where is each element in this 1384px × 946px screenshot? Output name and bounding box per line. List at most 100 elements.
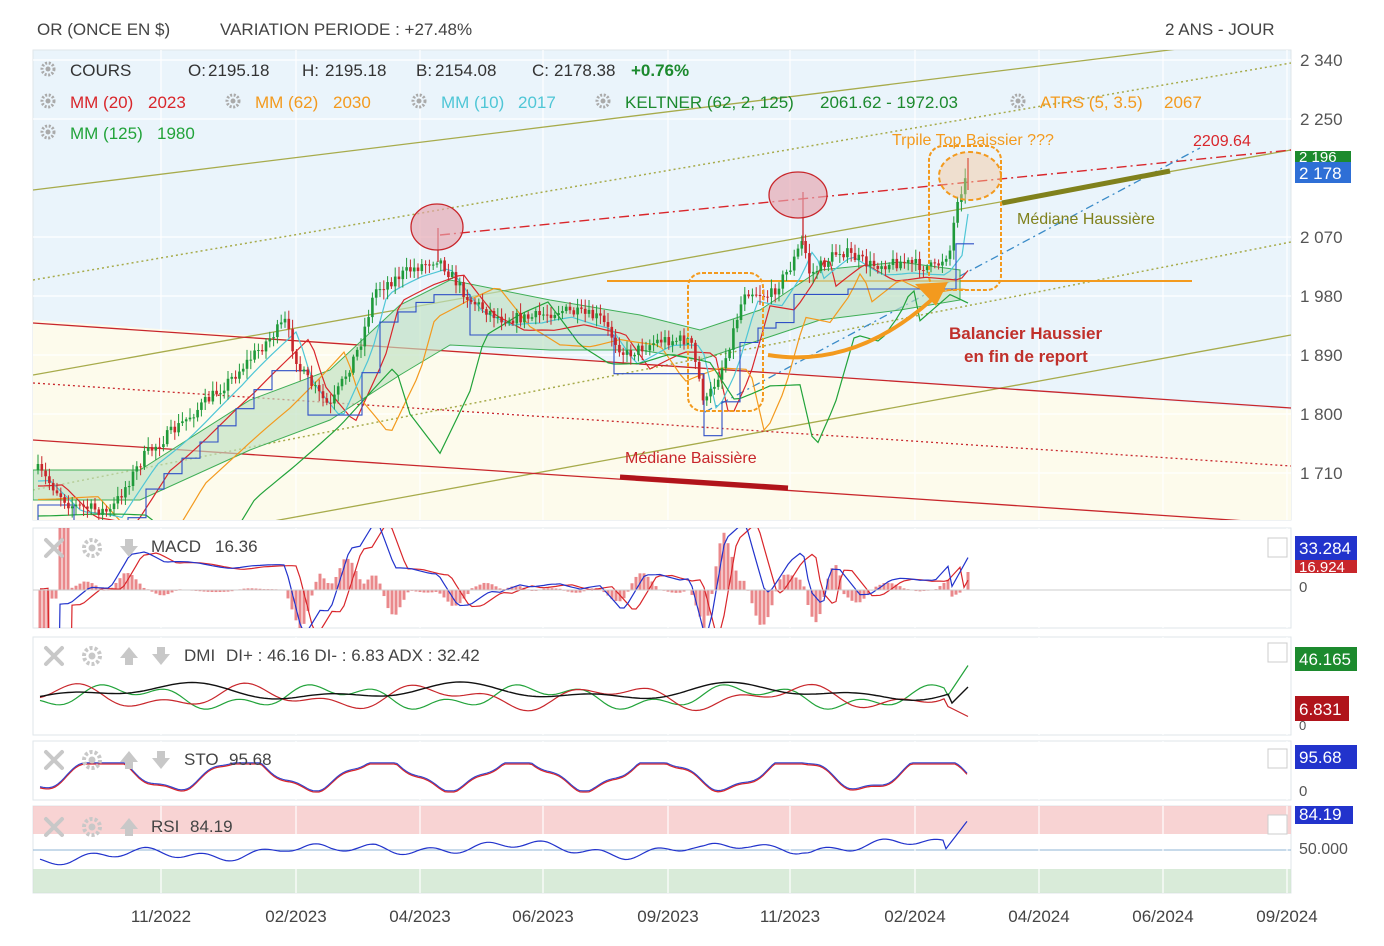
candle-body [162,444,165,448]
move-up-icon[interactable] [120,647,138,665]
move-up-icon[interactable] [120,751,138,769]
price-tick-label: 2 250 [1300,110,1343,129]
move-down-icon[interactable] [152,751,170,769]
gear-icon[interactable] [40,61,56,77]
gear-icon[interactable] [595,93,611,109]
candle-body [230,376,234,379]
candle-body [44,470,47,477]
candle-body [682,335,686,345]
gear-icon[interactable] [82,817,102,837]
macd-histogram-bar [690,590,694,595]
macd-histogram-bar [402,590,406,600]
sto-checkbox[interactable] [1267,748,1288,769]
candle-body [606,322,610,327]
macd-histogram-bar [478,584,482,591]
macd-badges: 33.284 16.924 0 [1295,536,1357,596]
close-icon[interactable] [44,538,64,558]
macd-histogram-bar [390,590,394,615]
macd-histogram-bar [162,590,166,596]
date-tick-label: 04/2024 [1008,907,1069,926]
time-axis: 11/2022 02/2023 04/2023 06/2023 09/2023 11/20… [131,907,1318,926]
macd-histogram-bar [82,581,86,591]
macd-checkbox[interactable] [1267,537,1288,558]
move-up-icon[interactable] [120,818,138,836]
macd-histogram-bar [446,590,450,602]
candle-body [397,276,401,280]
candle-body [599,313,602,316]
price-badge-current: 2 178 [1295,162,1351,183]
macd-histogram-bar [918,590,922,592]
candle-body [701,378,705,401]
macd-histogram-bar [42,590,46,628]
macd-histogram-bar [514,586,518,591]
price-tick-label: 1 710 [1300,464,1343,483]
rsi-checkbox[interactable] [1267,814,1288,835]
sto-panel [32,740,1292,801]
macd-histogram-bar [490,584,494,591]
close-icon[interactable] [44,817,64,837]
period-selector[interactable]: 2 ANS - JOUR [1165,20,1275,39]
move-down-icon[interactable] [120,539,138,557]
gear-icon[interactable] [82,646,102,666]
sto-k-line [39,762,968,792]
atrs-label: ATRS (5, 3.5) [1040,93,1143,112]
candle-body [249,359,253,361]
di-plus-line [39,665,969,710]
macd-histogram-bar [214,590,218,593]
rsi-overbought-zone [33,806,1291,834]
gear-icon[interactable] [411,93,427,109]
gear-icon[interactable] [40,93,56,109]
candle-body [268,338,272,342]
candle-body [192,417,196,419]
macd-histogram-bar [326,583,330,591]
rsi-value: 84.19 [190,817,233,836]
macd-histogram-bar [62,528,66,591]
candle-body [880,266,883,269]
median-up-text: Médiane Haussière [1017,211,1155,228]
close-icon[interactable] [44,646,64,666]
candle-body [933,262,937,264]
gear-icon[interactable] [225,93,241,109]
macd-histogram-bar [218,590,222,592]
macd-histogram-bar [306,590,310,612]
candle-body [40,464,44,471]
change-value: +0.76% [631,61,689,80]
macd-histogram-bar [222,590,226,592]
candle-body [857,254,861,260]
mm10-label: MM (10) [441,93,504,112]
gear-icon[interactable] [82,538,102,558]
macd-histogram-bar [250,588,254,591]
candle-body [374,289,378,298]
macd-histogram-bar [426,590,430,593]
gear-icon[interactable] [82,750,102,770]
macd-histogram-bar [298,590,302,628]
macd-histogram-bar [866,590,870,596]
candle-body [283,318,287,323]
candle-body [245,359,249,369]
candle-body [705,396,709,401]
macd-histogram-bar [394,590,398,615]
macd-histogram-bar [842,590,846,595]
candle-body [466,297,469,300]
close-icon[interactable] [44,750,64,770]
gear-icon[interactable] [1010,93,1026,109]
gear-icon[interactable] [40,124,56,140]
candle-body [298,363,302,372]
candle-body [405,267,408,271]
move-down-icon[interactable] [152,647,170,665]
candle-body [215,390,218,395]
macd-histogram-bar [902,588,906,591]
candle-body [78,504,82,506]
rsi-oversold-zone [33,869,1291,893]
dmi-checkbox[interactable] [1267,642,1288,663]
rsi-badges: 84.19 50.000 [1295,805,1353,858]
candle-body [868,260,872,267]
macd-histogram-bar [814,590,818,623]
candle-body [173,426,177,433]
candle-body [595,313,598,319]
candle-body [272,337,275,339]
candle-body [287,318,291,330]
candle-body [827,261,830,267]
macd-histogram-bar [122,573,126,591]
